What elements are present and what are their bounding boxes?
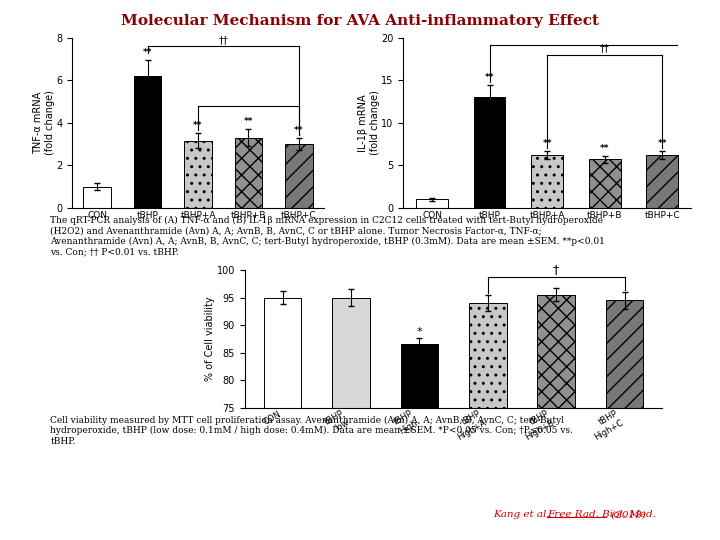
Text: **: ** bbox=[542, 139, 552, 148]
Bar bbox=[84, 187, 111, 208]
Y-axis label: TNF-α mRNA
(fold change): TNF-α mRNA (fold change) bbox=[33, 90, 55, 156]
Bar bbox=[400, 345, 438, 540]
Text: **: ** bbox=[657, 139, 667, 148]
Y-axis label: % of Cell viability: % of Cell viability bbox=[205, 296, 215, 381]
Bar bbox=[285, 144, 312, 208]
Text: **: ** bbox=[193, 122, 203, 130]
Text: Free Rad. Biol. Med.: Free Rad. Biol. Med. bbox=[547, 510, 656, 519]
Bar bbox=[264, 298, 302, 540]
Bar bbox=[474, 97, 505, 208]
Text: **: ** bbox=[243, 117, 253, 126]
Y-axis label: IL-1β mRNA
(fold change): IL-1β mRNA (fold change) bbox=[358, 90, 379, 156]
Bar bbox=[332, 298, 370, 540]
Text: ††: †† bbox=[600, 43, 610, 53]
Bar bbox=[134, 76, 161, 208]
Text: †: † bbox=[553, 263, 559, 276]
Bar bbox=[589, 159, 621, 208]
Text: **: ** bbox=[600, 145, 610, 153]
Bar bbox=[416, 199, 448, 208]
Text: Kang et al.: Kang et al. bbox=[493, 510, 553, 519]
Bar bbox=[469, 303, 507, 540]
Text: **: ** bbox=[485, 73, 495, 82]
Text: Cell viability measured by MTT cell proliferation assay. Avenanthramide (Avn) A,: Cell viability measured by MTT cell prol… bbox=[50, 416, 573, 446]
Bar bbox=[606, 300, 644, 540]
Text: Molecular Mechanism for AVA Anti-inflammatory Effect: Molecular Mechanism for AVA Anti-inflamm… bbox=[121, 14, 599, 28]
Text: *: * bbox=[417, 327, 422, 336]
Bar bbox=[235, 138, 262, 208]
Text: **: ** bbox=[143, 48, 153, 57]
Bar bbox=[531, 155, 563, 208]
Bar bbox=[184, 141, 212, 208]
Bar bbox=[537, 295, 575, 540]
Text: The qRT-PCR analysis of (A) TNF-α and (B) IL-1β mRNA expression in C2C12 cells t: The qRT-PCR analysis of (A) TNF-α and (B… bbox=[50, 216, 606, 256]
Text: **: ** bbox=[294, 125, 303, 134]
Text: (2018): (2018) bbox=[608, 510, 646, 519]
Text: ††: †† bbox=[218, 35, 228, 45]
Bar bbox=[647, 155, 678, 208]
